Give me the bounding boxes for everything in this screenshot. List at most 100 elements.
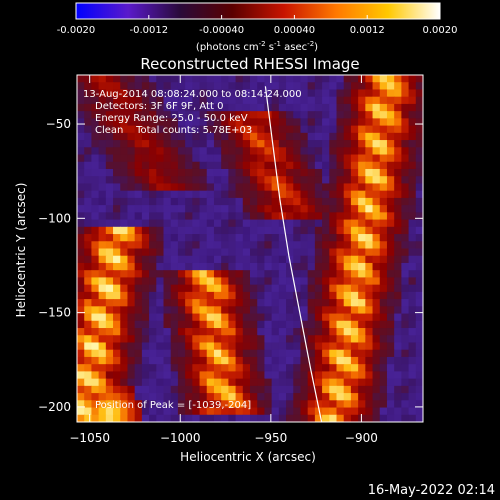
heatmap-cell: [271, 176, 280, 185]
heatmap-cell: [329, 414, 338, 422]
heatmap-cell: [120, 328, 129, 336]
heatmap-cell: [278, 168, 287, 177]
heatmap-cell: [300, 306, 309, 315]
heatmap-cell: [257, 335, 266, 344]
heatmap-cell: [127, 168, 136, 177]
heatmap-cell: [394, 161, 402, 170]
heatmap-cell: [372, 291, 381, 300]
heatmap-cell: [257, 262, 266, 271]
heatmap-cell: [141, 291, 150, 300]
heatmap-cell: [199, 226, 208, 235]
heatmap-cell: [271, 349, 280, 358]
heatmap-cell: [141, 154, 150, 163]
heatmap-cell: [113, 234, 121, 242]
heatmap-cell: [177, 234, 186, 242]
heatmap-cell: [415, 400, 423, 409]
heatmap-cell: [213, 89, 222, 98]
heatmap-cell: [199, 248, 208, 257]
heatmap-cell: [350, 241, 359, 250]
heatmap-cell: [250, 75, 258, 83]
heatmap-cell: [379, 125, 388, 134]
heatmap-cell: [336, 356, 345, 365]
heatmap-cell: [120, 364, 129, 372]
heatmap-cell: [415, 190, 423, 199]
heatmap-cell: [235, 400, 244, 409]
heatmap-cell: [235, 205, 244, 213]
heatmap-cell: [98, 226, 107, 235]
heatmap-cell: [394, 205, 402, 213]
heatmap-cell: [98, 328, 107, 336]
heatmap-cell: [358, 320, 366, 329]
heatmap-cell: [77, 219, 85, 228]
heatmap-cell: [228, 378, 237, 387]
heatmap-cell: [242, 393, 251, 401]
heatmap-cell: [350, 407, 359, 416]
heatmap-cell: [134, 212, 143, 221]
heatmap-cell: [127, 118, 136, 127]
heatmap-cell: [91, 176, 100, 185]
heatmap-cell: [113, 320, 121, 329]
heatmap-cell: [163, 132, 172, 141]
heatmap-cell: [365, 255, 374, 264]
heatmap-cell: [408, 320, 417, 329]
heatmap-cell: [394, 125, 402, 134]
heatmap-cell: [358, 378, 366, 387]
heatmap-cell: [213, 248, 222, 257]
heatmap-cell: [177, 111, 186, 119]
heatmap-cell: [278, 349, 287, 358]
heatmap-cell: [314, 89, 323, 98]
heatmap-cell: [127, 176, 136, 185]
heatmap-cell: [350, 393, 359, 401]
heatmap-cell: [221, 364, 229, 372]
heatmap-cell: [322, 190, 330, 199]
annotation-detectors: Detectors: 3F 6F 9F, Att 0: [95, 101, 223, 112]
heatmap-cell: [300, 349, 309, 358]
heatmap-cell: [156, 306, 165, 315]
heatmap-cell: [358, 414, 366, 422]
heatmap-cell: [250, 161, 258, 170]
heatmap-cell: [77, 147, 85, 156]
heatmap-cell: [401, 349, 410, 358]
heatmap-cell: [336, 205, 345, 213]
heatmap-cell: [350, 262, 359, 271]
heatmap-cell: [228, 197, 237, 206]
heatmap-cell: [127, 328, 136, 336]
heatmap-cell: [343, 154, 352, 163]
heatmap-cell: [329, 140, 338, 148]
heatmap-cell: [235, 328, 244, 336]
heatmap-cell: [199, 356, 208, 365]
heatmap-cell: [386, 335, 395, 344]
heatmap-cell: [257, 248, 266, 257]
heatmap-cell: [408, 270, 417, 279]
heatmap-cell: [141, 147, 150, 156]
heatmap-cell: [314, 306, 323, 315]
heatmap-cell: [250, 356, 258, 365]
heatmap-cell: [134, 342, 143, 351]
heatmap-cell: [415, 299, 423, 307]
heatmap-cell: [336, 284, 345, 293]
heatmap-cell: [98, 132, 107, 141]
heatmap-cell: [322, 103, 330, 112]
heatmap-cell: [372, 161, 381, 170]
heatmap-cell: [163, 111, 172, 119]
heatmap-cell: [84, 364, 93, 372]
x-axis-tick-label: −900: [345, 431, 378, 445]
heatmap-cell: [235, 75, 244, 83]
heatmap-cell: [271, 154, 280, 163]
heatmap-cell: [206, 393, 215, 401]
heatmap-cell: [394, 306, 402, 315]
heatmap-cell: [257, 277, 266, 286]
heatmap-cell: [228, 356, 237, 365]
heatmap-cell: [120, 219, 129, 228]
heatmap-cell: [307, 356, 316, 365]
heatmap-cell: [250, 132, 258, 141]
heatmap-cell: [379, 262, 388, 271]
heatmap-cell: [314, 75, 323, 83]
heatmap-cell: [322, 349, 330, 358]
heatmap-cell: [394, 328, 402, 336]
heatmap-cell: [221, 140, 229, 148]
heatmap-cell: [170, 82, 179, 91]
heatmap-cell: [343, 111, 352, 119]
heatmap-cell: [242, 313, 251, 322]
heatmap-cell: [98, 75, 107, 83]
